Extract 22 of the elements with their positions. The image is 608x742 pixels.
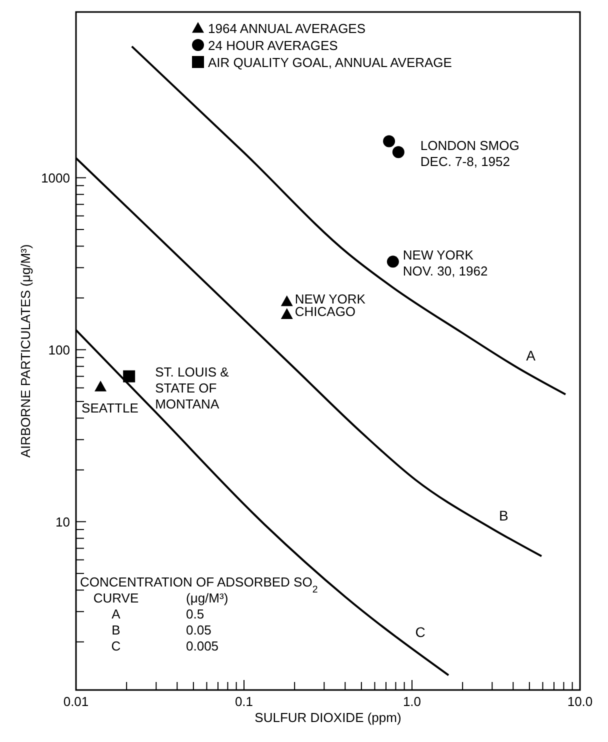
x-tick-label: 0.1 [234,694,254,709]
y-tick-label: 10 [56,514,70,530]
annotation: CHICAGO [294,304,356,320]
x-tick-label: 10.0 [567,694,593,709]
annotation: ST. LOUIS & STATE OF MONTANA [155,364,230,412]
x-tick-label: 0.01 [63,694,89,709]
series-label: A [526,347,536,364]
legend-label: 1964 ANNUAL AVERAGES [208,21,366,36]
legend-label: AIR QUALITY GOAL, ANNUAL AVERAGE [208,55,452,70]
y-axis-title: AIRBORNE PARTICULATES (μg/M³) [18,244,33,458]
series-label: B [498,507,508,524]
series-label: C [415,624,426,640]
x-axis-title: SULFUR DIOXIDE (ppm) [254,710,402,725]
y-tick-label: 1000 [41,170,70,186]
y-tick-label: 100 [48,342,70,358]
legend-label: 24 HOUR AVERAGES [208,38,338,53]
annotation: NEW YORK [294,291,366,306]
text: CONCENTRATION OF ADSORBED SO$_{2}$ CURVE (μg/M³) A 0.5 B 0.05 C 0.005 [80,574,318,654]
annotation: NEW YORK NOV. 30, 1962 [402,248,488,279]
x-tick-label: 1.0 [402,694,422,709]
annotation: SEATTLE [82,400,139,416]
annotation: LONDON SMOG DEC. 7-8, 1952 [420,138,520,170]
